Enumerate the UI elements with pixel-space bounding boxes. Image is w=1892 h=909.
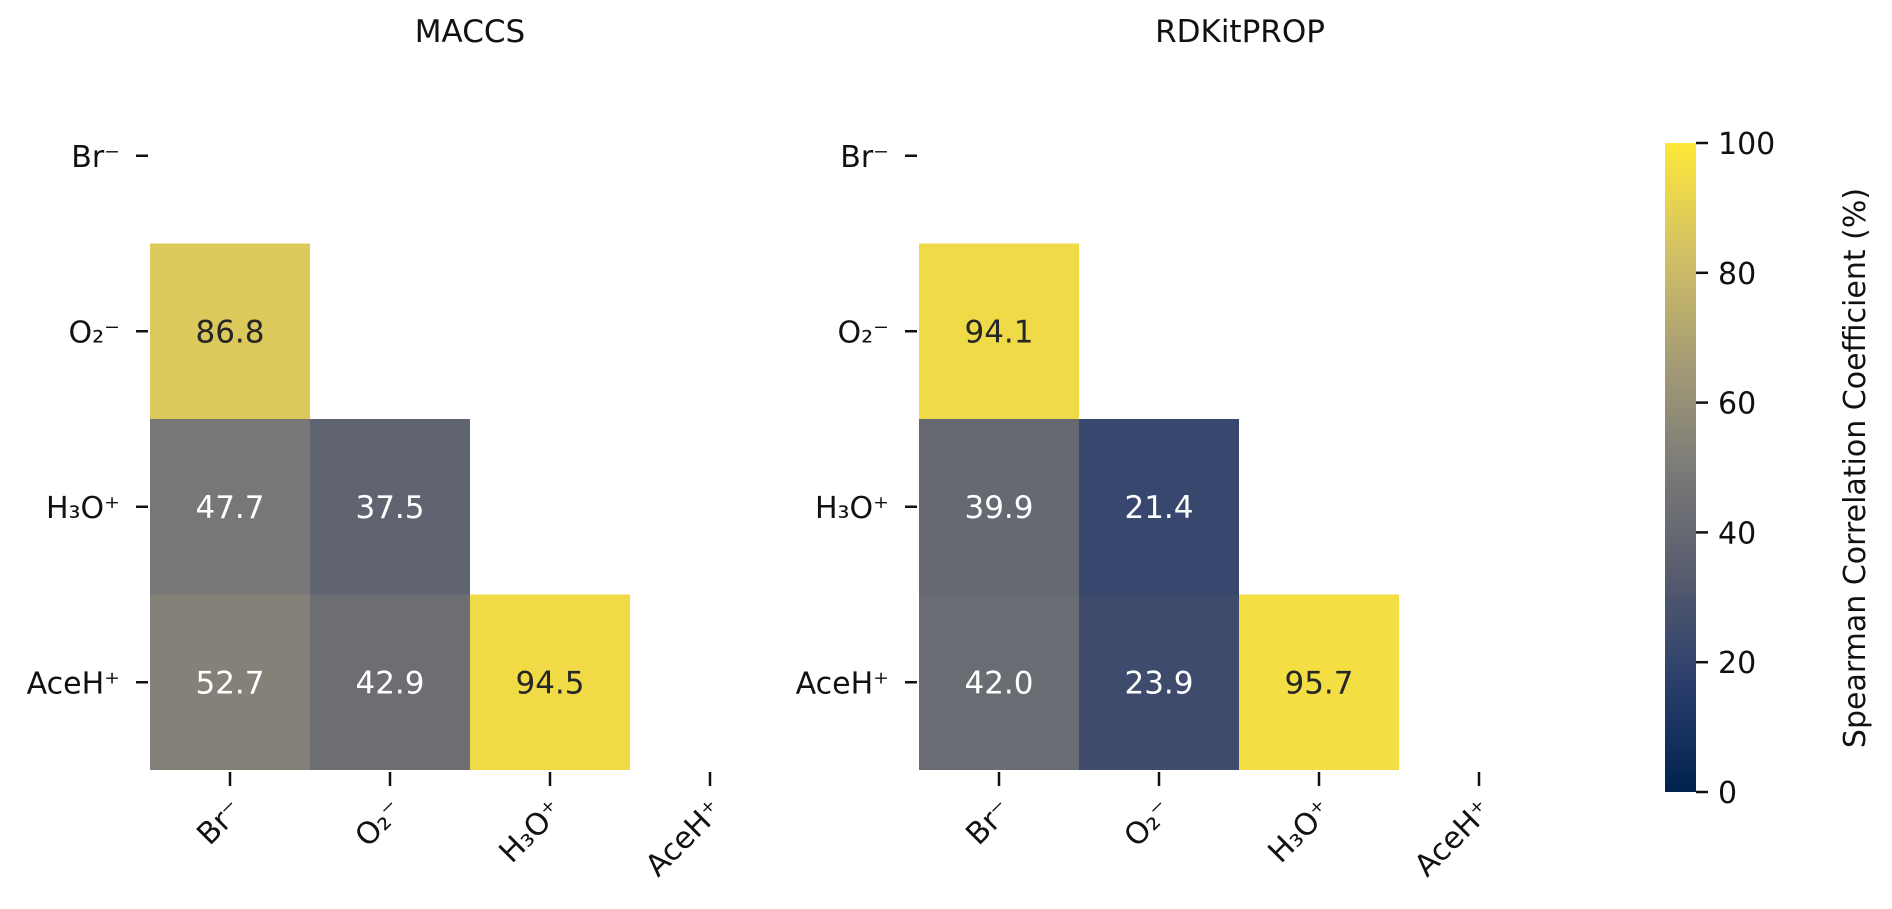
y-tick-label: AceH⁺ [27,666,120,701]
heatmap-cells: 94.1 39.9 21.4 42.0 23.9 95.7 [919,243,1399,770]
x-tick-label: O₂⁻ [349,793,410,854]
colorbar-ticks: 0 20 40 60 80 100 [1696,127,1775,811]
colorbar-tick-label: 0 [1718,776,1737,811]
y-tick-label: O₂⁻ [838,315,889,350]
heatmap-cell [919,243,1079,419]
cell-value-label: 52.7 [195,665,264,701]
heatmap-cell [310,419,470,595]
panel-title: MACCS [415,14,525,50]
heatmap-cell [1079,594,1239,770]
x-tick-label: H₃O⁺ [1262,793,1339,870]
cell-value-label: 47.7 [195,490,264,526]
heatmap-cell [1079,419,1239,595]
colorbar-tick-label: 20 [1718,646,1756,681]
y-tick-label: Br⁻ [71,140,120,175]
heatmap-cell [919,594,1079,770]
y-axis: Br⁻ O₂⁻ H₃O⁺ AceH⁺ [796,140,917,701]
cell-value-label: 42.0 [964,665,1033,701]
colorbar-label: Spearman Correlation Coefficient (%) [1838,188,1873,748]
colorbar-gradient [1665,143,1696,792]
heatmap-panel-maccs: MACCS 86.8 47.7 37.5 52.7 42.9 94.5 Br⁻ O₂⁻ H₃O… [27,14,730,884]
heatmap-cell [310,594,470,770]
x-tick-label: AceH⁺ [639,793,730,884]
heatmap-cell [150,419,310,595]
y-tick-label: AceH⁺ [796,666,889,701]
heatmap-cell [470,594,630,770]
x-axis: Br⁻ O₂⁻ H₃O⁺ AceH⁺ [190,772,730,884]
y-tick-label: O₂⁻ [69,315,120,350]
colorbar-tick-label: 40 [1718,516,1756,551]
colorbar: 0 20 40 60 80 100 Spearman Correlation Coeffi… [1665,127,1873,811]
x-tick-label: AceH⁺ [1408,793,1499,884]
heatmap-cell [150,594,310,770]
cell-value-label: 95.7 [1284,665,1353,701]
heatmap-cell [919,419,1079,595]
x-tick-label: H₃O⁺ [493,793,570,870]
heatmap-cell [150,243,310,419]
cell-value-label: 94.1 [964,314,1033,350]
cell-value-label: 37.5 [355,490,424,526]
heatmap-panel-rdkitprop: RDKitPROP 94.1 39.9 21.4 42.0 23.9 95.7 Br⁻ O₂… [796,14,1499,884]
y-tick-label: Br⁻ [840,140,889,175]
x-tick-label: O₂⁻ [1118,793,1179,854]
cell-value-label: 94.5 [515,665,584,701]
heatmap-cell [1239,594,1399,770]
colorbar-tick-label: 100 [1718,127,1775,162]
heatmap-cells: 86.8 47.7 37.5 52.7 42.9 94.5 [150,243,630,770]
cell-value-label: 21.4 [1124,490,1193,526]
cell-value-label: 86.8 [195,314,264,350]
y-axis: Br⁻ O₂⁻ H₃O⁺ AceH⁺ [27,140,148,701]
x-tick-label: Br⁻ [190,793,249,852]
cell-value-label: 39.9 [964,490,1033,526]
colorbar-tick-label: 80 [1718,257,1756,292]
y-tick-label: H₃O⁺ [815,491,889,526]
panel-title: RDKitPROP [1155,14,1325,50]
x-tick-label: Br⁻ [959,793,1018,852]
cell-value-label: 23.9 [1124,665,1193,701]
cell-value-label: 42.9 [355,665,424,701]
x-axis: Br⁻ O₂⁻ H₃O⁺ AceH⁺ [959,772,1499,884]
y-tick-label: H₃O⁺ [46,491,120,526]
colorbar-tick-label: 60 [1718,387,1756,422]
